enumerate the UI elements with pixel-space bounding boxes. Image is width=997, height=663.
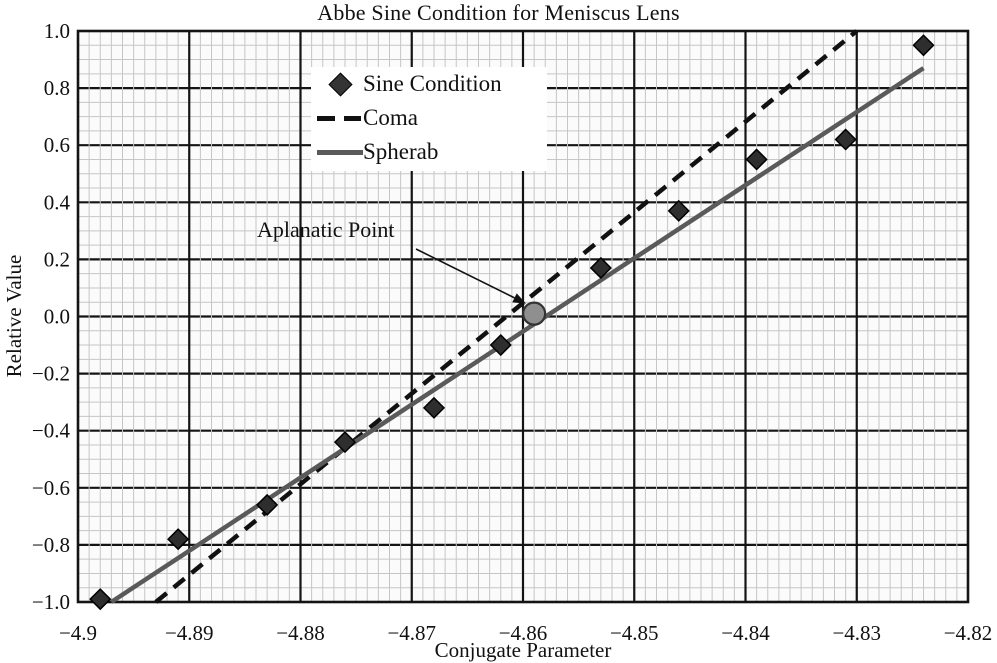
legend-item-spherab: Spherab xyxy=(311,135,547,169)
y-tick-label: −1.0 xyxy=(32,590,70,614)
series-line-spherab xyxy=(110,66,925,604)
y-tick-label: 1.0 xyxy=(44,19,70,43)
x-tick-label: −4.89 xyxy=(165,621,214,645)
y-tick-label: 0.4 xyxy=(44,190,71,214)
y-tick-label: 0.8 xyxy=(44,76,70,100)
dashed-line-icon xyxy=(311,115,363,121)
x-tick-label: −4.83 xyxy=(832,621,881,645)
x-tick-label: −4.9 xyxy=(59,621,97,645)
x-tick-label: −4.87 xyxy=(387,621,436,645)
y-axis-title: Relative Value xyxy=(2,254,26,378)
legend-item-coma: Coma xyxy=(311,101,547,135)
annotation-aplanatic-point: Aplanatic Point xyxy=(257,217,395,242)
y-tick-label: −0.4 xyxy=(32,419,71,443)
data-point-diamond xyxy=(489,333,512,357)
chart-title: Abbe Sine Condition for Meniscus Lens xyxy=(317,0,680,25)
legend-label: Spherab xyxy=(363,139,439,164)
data-point-diamond xyxy=(589,256,612,280)
y-tick-label: −0.8 xyxy=(32,533,70,557)
data-point-diamond xyxy=(834,128,857,151)
diamond-marker-icon xyxy=(311,71,363,97)
aplanatic-point-marker xyxy=(522,301,547,326)
y-tick-label: 0.0 xyxy=(44,305,70,329)
legend: Sine Condition Coma Spherab xyxy=(311,67,547,171)
x-tick-label: −4.88 xyxy=(276,621,325,645)
y-tick-label: 0.2 xyxy=(44,247,70,271)
data-point-diamond xyxy=(333,431,357,454)
solid-line-icon xyxy=(311,149,363,155)
data-point-diamond xyxy=(422,396,446,419)
annotation-arrowhead-icon xyxy=(512,293,527,304)
data-point-diamond xyxy=(256,493,279,516)
legend-item-sine-condition: Sine Condition xyxy=(311,67,547,101)
legend-label: Sine Condition xyxy=(363,71,502,96)
data-point-diamond xyxy=(167,528,190,551)
x-axis-title: Conjugate Parameter xyxy=(434,638,612,662)
x-tick-label: −4.84 xyxy=(721,621,770,645)
y-tick-label: 0.6 xyxy=(44,133,70,157)
legend-label: Coma xyxy=(363,105,418,130)
data-point-diamond xyxy=(667,199,690,222)
y-axis-title-wrap: Relative Value xyxy=(2,181,28,451)
x-tick-label: −4.85 xyxy=(610,621,659,645)
y-tick-label: −0.6 xyxy=(32,476,70,500)
annotation-arrow xyxy=(415,248,515,299)
x-tick-label: −4.86 xyxy=(499,621,548,645)
data-point-diamond xyxy=(745,148,768,171)
data-point-diamond xyxy=(912,34,935,57)
data-point-diamond xyxy=(89,588,112,611)
x-tick-label: −4.82 xyxy=(944,621,993,645)
y-tick-label: −0.2 xyxy=(32,362,70,386)
